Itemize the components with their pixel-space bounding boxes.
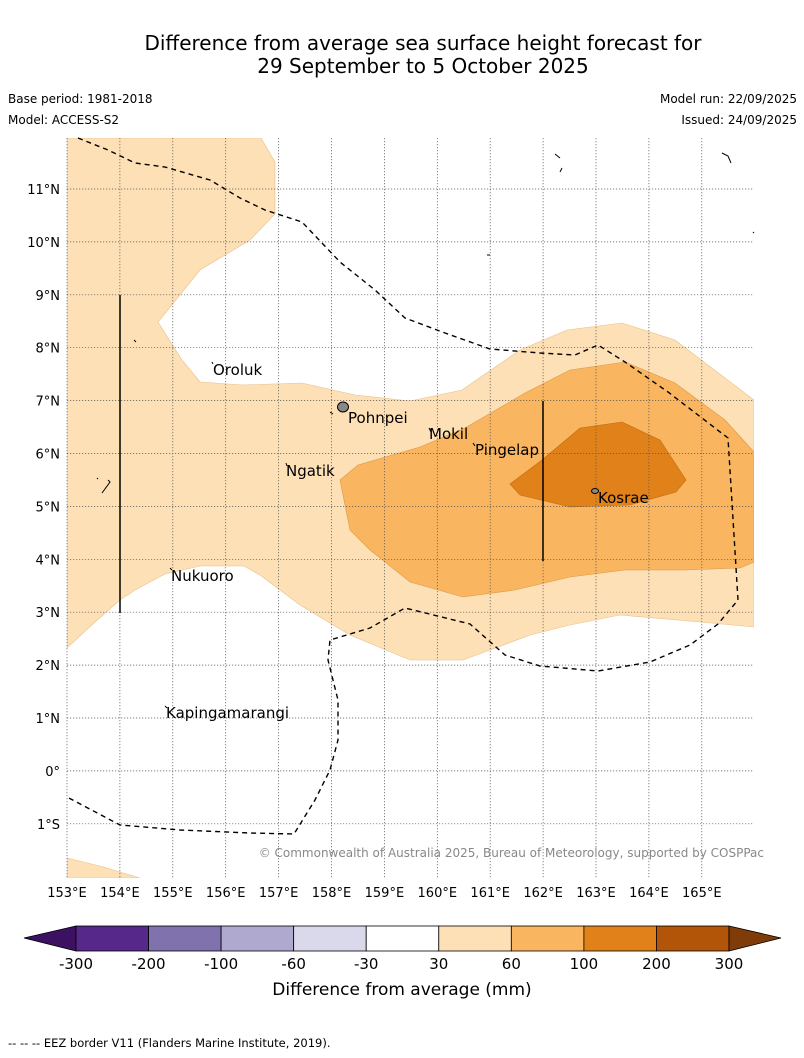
title-line-1: Difference from average sea surface heig… [144, 31, 702, 55]
lat-tick-label: 0° [45, 765, 60, 780]
lat-tick-label: 2°N [36, 659, 61, 674]
lon-tick-label: 158°E [312, 886, 352, 901]
colorbar-tick-label: -200 [132, 955, 166, 973]
lat-tick-label: 10°N [27, 236, 60, 251]
longitude-labels: 153°E 154°E 155°E 156°E 157°E 158°E 159°E 160°E… [47, 886, 721, 901]
colorbar-segment [656, 925, 730, 952]
colorbar-tick-label: 100 [570, 955, 599, 973]
colorbar-segment [293, 925, 367, 952]
place-label: Ngatik [286, 462, 335, 480]
base-period: Base period: 1981-2018 [8, 92, 153, 106]
colorbar: -300 -200 -100 -60 -30 30 60 100 200 300 Differen… [23, 925, 782, 1000]
contour-30-60-south [67, 857, 141, 878]
colorbar-tick-label: 60 [502, 955, 521, 973]
place-label: Oroluk [213, 361, 262, 379]
lat-tick-label: 9°N [36, 289, 61, 304]
lat-tick-label: 6°N [36, 448, 61, 463]
eez-source-note: -- -- -- EEZ border V11 (Flanders Marine… [8, 1036, 331, 1050]
colorbar-segment [510, 925, 585, 952]
colorbar-segment [365, 925, 440, 952]
lat-tick-label: 8°N [36, 342, 61, 357]
contour-100-200 [509, 421, 687, 508]
model-name: Model: ACCESS-S2 [8, 113, 120, 127]
lon-tick-label: 153°E [47, 886, 87, 901]
model-run: Model run: 22/09/2025 [659, 92, 797, 106]
colorbar-segment [220, 925, 295, 952]
colorbar-segment [438, 925, 512, 952]
lat-tick-label: 1°N [36, 712, 61, 727]
lat-tick-label: 1°S [37, 818, 60, 833]
place-label: Pohnpei [348, 409, 408, 427]
place-label: Kosrae [598, 489, 649, 507]
map-title: Difference from average sea surface heig… [0, 32, 804, 78]
lon-tick-label: 159°E [365, 886, 405, 901]
lon-tick-label: 160°E [418, 886, 458, 901]
colorbar-segment [583, 925, 657, 952]
title-line-2: 29 September to 5 October 2025 [257, 54, 589, 78]
lon-tick-label: 165°E [682, 886, 722, 901]
lat-tick-label: 3°N [36, 606, 61, 621]
lon-tick-label: 162°E [523, 886, 563, 901]
place-label: Pingelap [475, 441, 539, 459]
lon-tick-label: 156°E [206, 886, 246, 901]
place-labels: Oroluk Pohnpei Mokil Pingelap Ngatik Kos… [166, 361, 649, 722]
colorbar-max-arrow [728, 925, 782, 952]
lon-tick-label: 155°E [153, 886, 193, 901]
colorbar-tick-label: -100 [204, 955, 238, 973]
colorbar-tick-label: -300 [59, 955, 93, 973]
colorbar-tick-label: -30 [354, 955, 379, 973]
colorbar-label: Difference from average (mm) [272, 980, 531, 1000]
lon-tick-label: 157°E [259, 886, 299, 901]
lon-tick-label: 163°E [576, 886, 616, 901]
place-label: Mokil [429, 425, 468, 443]
colorbar-tick-label: 30 [429, 955, 448, 973]
anomaly-contours [67, 138, 754, 878]
lat-tick-label: 4°N [36, 553, 61, 568]
copyright-notice: © Commonwealth of Australia 2025, Bureau… [259, 846, 764, 860]
lat-tick-label: 7°N [36, 395, 61, 410]
eez-border [66, 137, 739, 835]
colorbar-tick-label: 300 [715, 955, 744, 973]
colorbar-tick-label: 200 [642, 955, 671, 973]
pohnpei-island [337, 401, 349, 413]
lat-tick-label: 11°N [27, 183, 60, 198]
lon-tick-label: 164°E [629, 886, 669, 901]
island-marks [96, 152, 755, 709]
colorbar-tick-label: -60 [281, 955, 306, 973]
lat-tick-label: 5°N [36, 500, 61, 515]
kosrae-island [591, 488, 599, 494]
colorbar-min-arrow [23, 925, 77, 952]
place-label: Nukuoro [171, 567, 234, 585]
colorbar-segment [75, 925, 149, 952]
lon-tick-label: 154°E [100, 886, 140, 901]
lon-tick-label: 161°E [470, 886, 510, 901]
place-label: Kapingamarangi [166, 704, 289, 722]
graticule [66, 138, 754, 878]
issued-date: Issued: 24/09/2025 [681, 113, 797, 127]
colorbar-segment [148, 925, 222, 952]
latitude-labels: 11°N 10°N 9°N 8°N 7°N 6°N 5°N 4°N 3°N 2°N 1°N 0° 1°S [27, 183, 60, 833]
